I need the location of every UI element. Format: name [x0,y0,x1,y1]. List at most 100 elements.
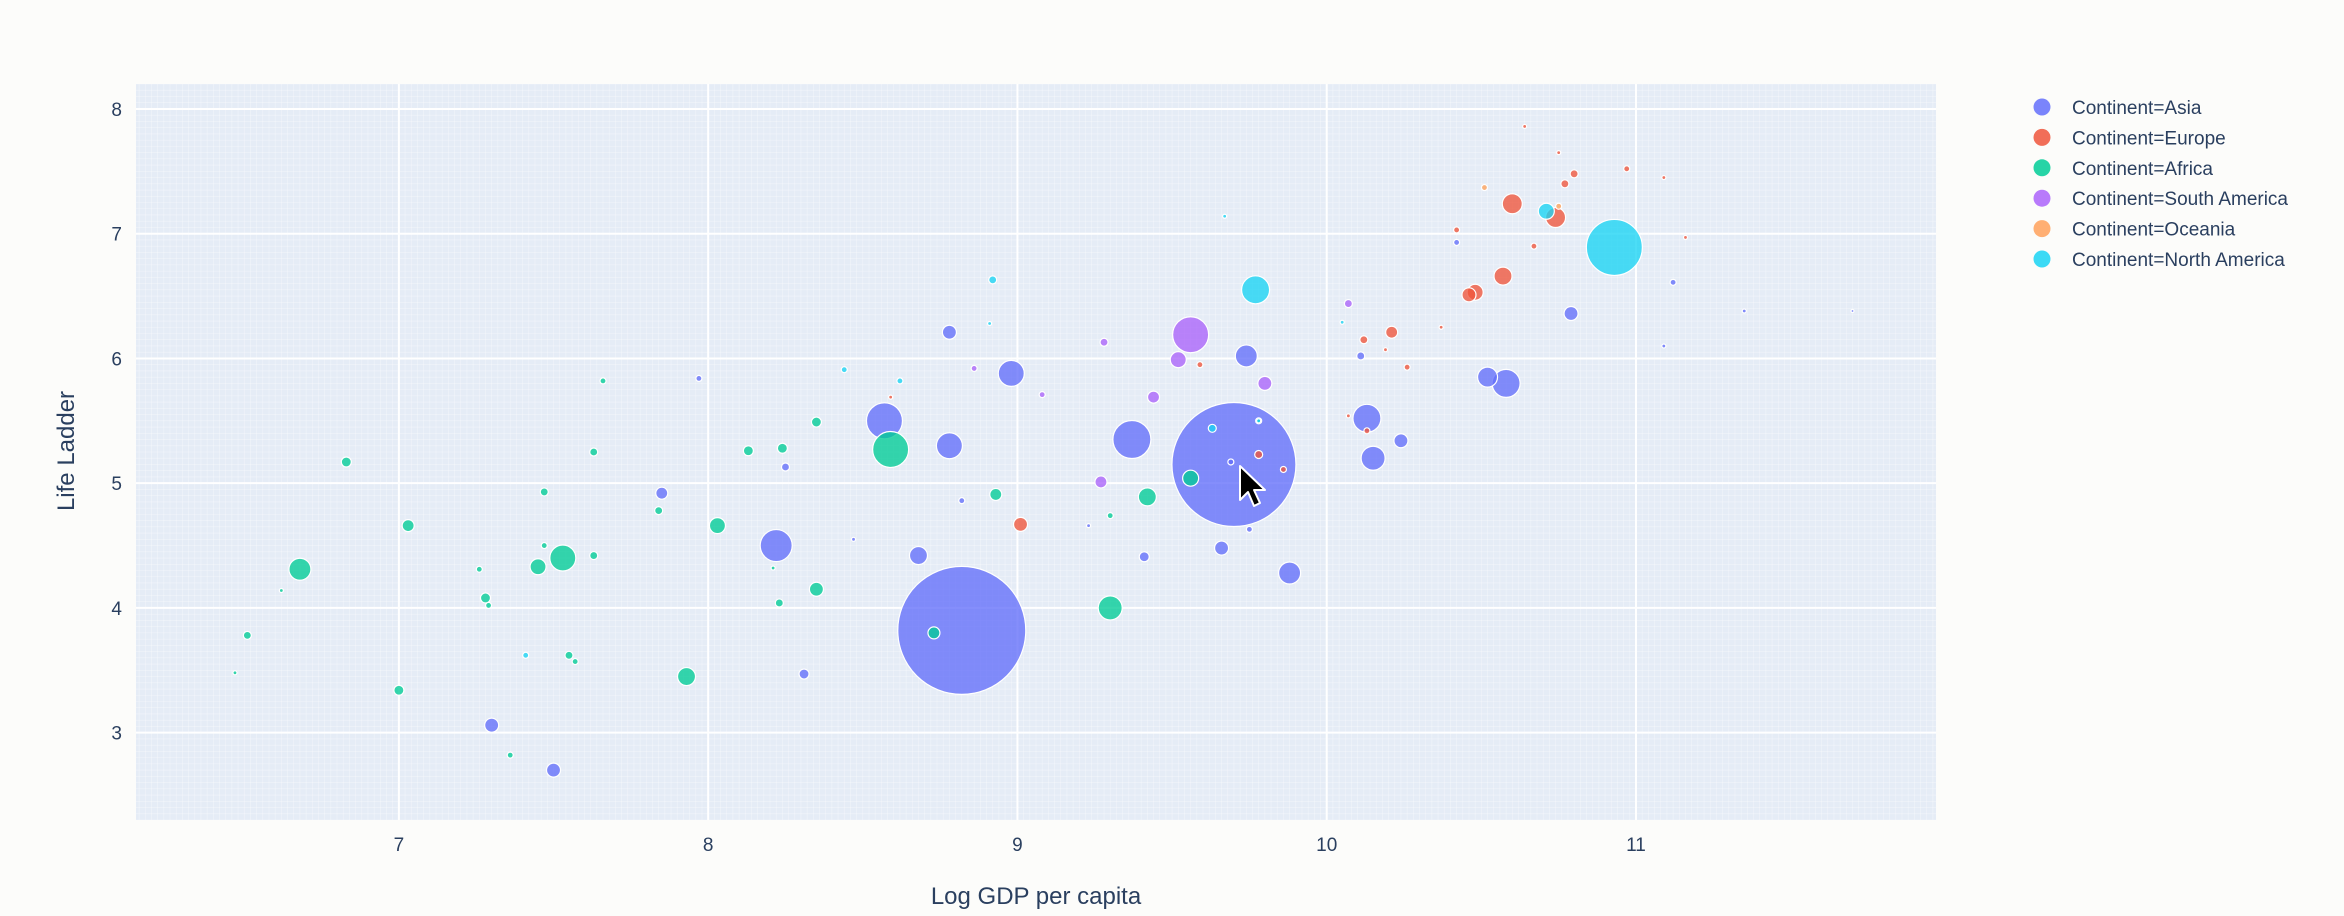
data-point [232,670,238,676]
legend-marker [2033,128,2051,146]
data-point [1393,433,1409,449]
data-point [810,416,823,428]
data-point [1171,401,1297,528]
data-point [1339,319,1345,325]
data-point [545,762,562,778]
data-point [770,565,776,571]
data-points [232,123,1855,778]
data-point [1585,218,1643,277]
data-point [571,657,579,666]
data-point [1850,308,1855,314]
data-point [840,366,848,374]
legend-label: Continent=Asia [2072,98,2202,119]
data-point [484,601,493,610]
data-point [393,684,405,696]
data-point [1138,551,1150,563]
data-point [676,666,697,687]
data-point [340,456,352,468]
x-axis-title: Log GDP per capita [931,883,1142,910]
x-tick-label: 11 [1626,835,1646,856]
data-point [1363,427,1371,435]
data-point [1530,242,1538,250]
legend-marker [2033,189,2051,207]
data-point [897,565,1027,695]
data-point [1012,516,1029,532]
data-point [1569,169,1579,179]
y-tick-label: 6 [111,349,122,370]
data-point [1522,123,1528,130]
data-point [1741,308,1747,314]
data-point [540,541,548,550]
data-point [278,587,284,594]
data-point [695,374,703,382]
y-tick-labels: 3 4 5 6 7 8 [111,100,122,745]
data-point [1501,193,1523,215]
data-point [1254,449,1264,460]
data-point [1094,475,1108,489]
data-point [401,518,415,533]
x-tick-label: 9 [1012,835,1023,856]
data-point [1038,391,1046,399]
mouse-cursor-icon [1239,465,1266,507]
data-point [1623,165,1631,173]
data-point [564,650,574,660]
x-tick-label: 10 [1316,835,1337,856]
data-point [742,445,754,457]
data-point [1560,179,1570,189]
data-point [1137,487,1157,507]
data-point [1085,522,1092,529]
x-tick-labels: 7 8 9 10 11 [394,835,1646,856]
data-point [997,359,1025,388]
data-point [708,516,727,535]
data-point [1661,174,1667,181]
data-point [850,536,857,542]
data-point [1240,275,1271,305]
data-point [888,394,894,400]
legend-label: Continent=Africa [2072,159,2213,180]
data-point [1669,278,1677,286]
data-point [1278,561,1302,585]
data-point [242,630,252,640]
data-point [288,557,312,581]
data-point [599,377,607,385]
y-tick-label: 4 [111,599,122,620]
data-point [479,592,492,604]
data-point [1169,351,1187,369]
data-point [1222,213,1228,219]
data-point [1555,202,1563,210]
y-axis-title: Life Ladder [53,391,80,511]
data-point [1360,445,1386,471]
minor-gridlines [136,83,1936,821]
data-point [1356,351,1366,361]
data-point [908,545,929,566]
data-point [1385,325,1399,339]
data-point [655,486,669,500]
data-point [1343,298,1353,309]
data-point [759,528,793,563]
data-point [1476,366,1499,388]
data-point [927,626,941,640]
data-point [1493,266,1513,286]
data-point [654,506,664,516]
legend: Continent=Asia Continent=Europe Continent=… [2033,98,2288,271]
data-point [1661,343,1667,349]
data-point [1172,316,1210,354]
data-point [941,324,958,340]
data-point [780,462,791,472]
y-tick-label: 5 [111,474,122,495]
data-point [1438,324,1444,330]
legend-marker [2033,159,2051,177]
data-point [1480,183,1489,192]
data-point [1556,150,1562,156]
legend-marker [2033,250,2051,268]
data-point [506,751,514,759]
data-point [1461,287,1477,303]
legend-label: Continent=South America [2072,189,2288,210]
data-point [896,377,904,385]
data-point [872,430,910,469]
data-point [988,275,998,285]
data-point [774,598,784,608]
data-point [589,550,599,561]
data-point [776,442,788,454]
